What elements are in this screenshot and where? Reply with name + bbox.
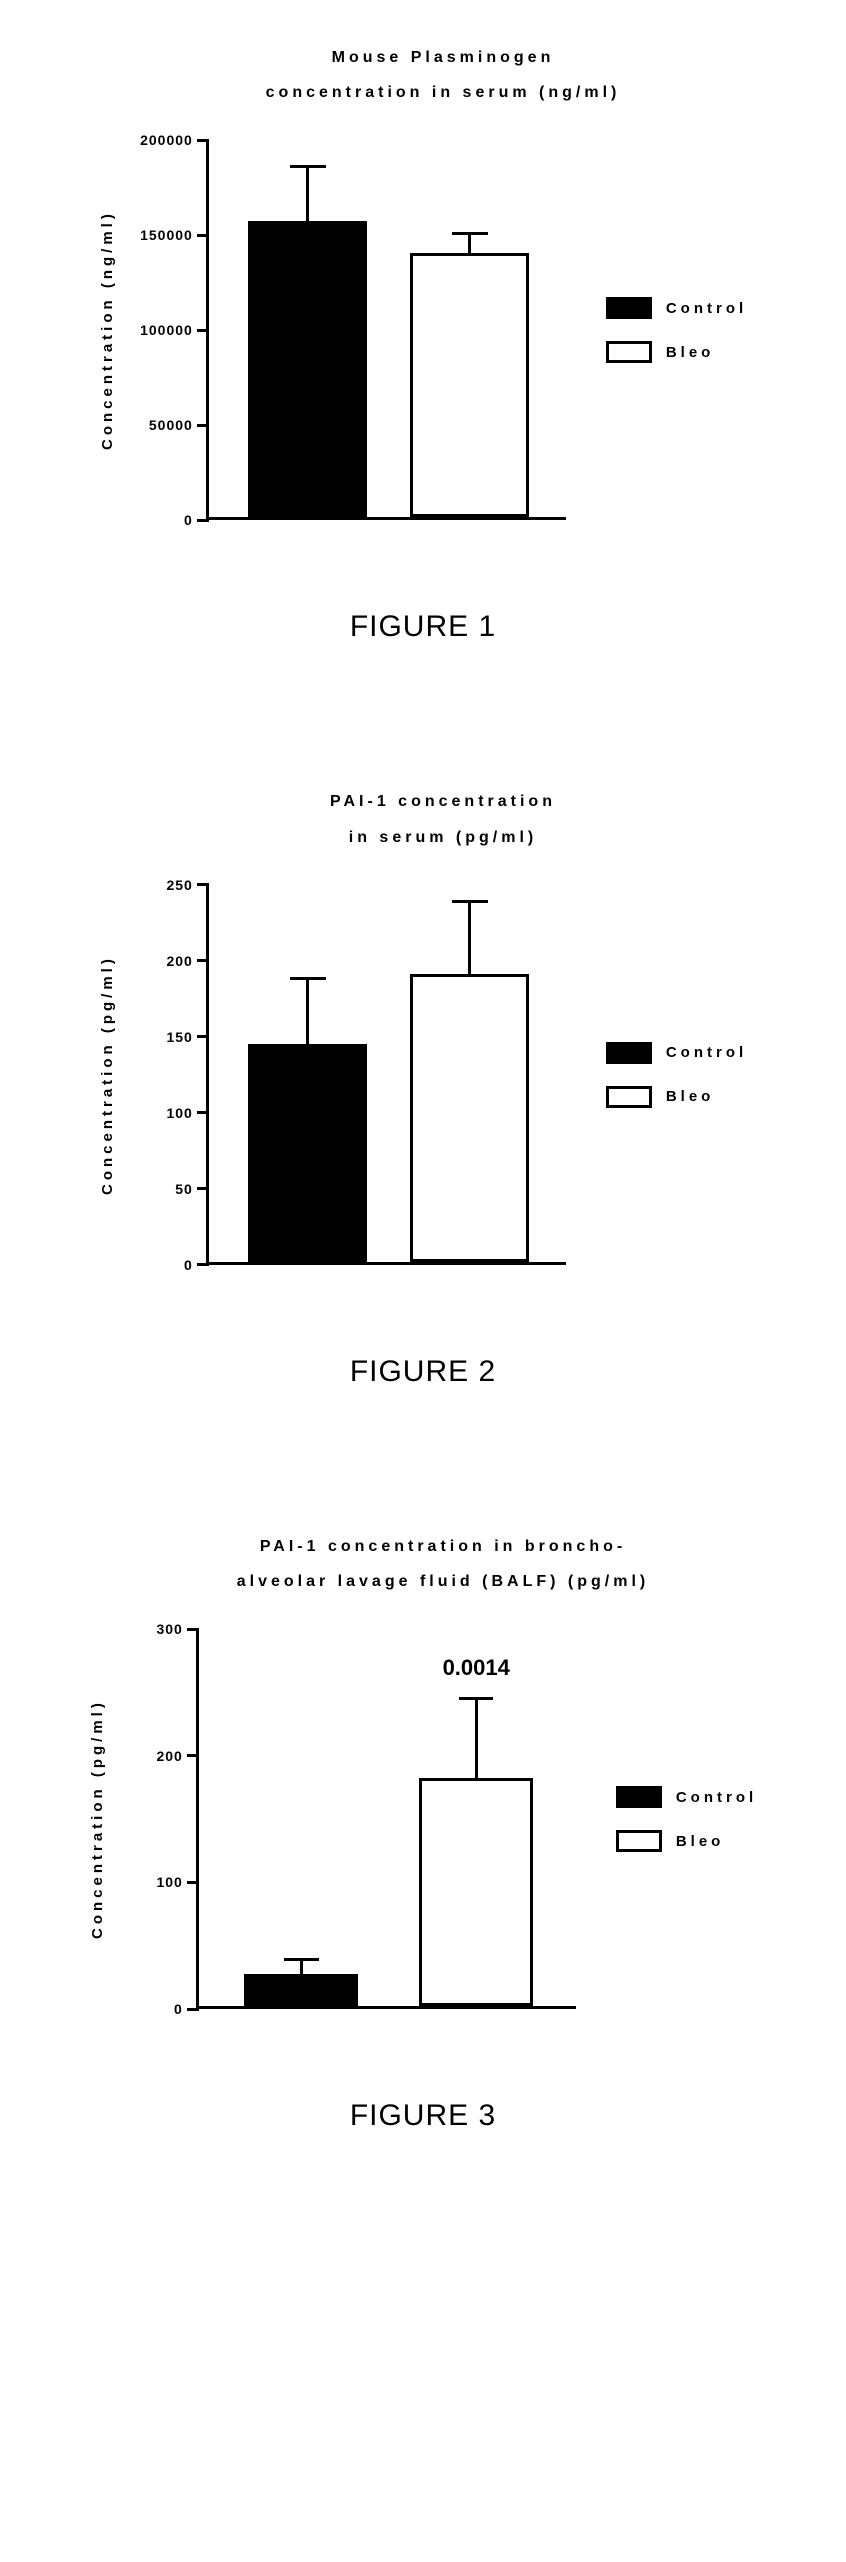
y-tick-label: 0	[184, 1257, 193, 1273]
legend-swatch	[606, 341, 652, 363]
chart-title: PAI-1 concentration in broncho- alveolar…	[20, 1529, 826, 1599]
y-tick	[187, 1628, 199, 1631]
y-tick	[197, 424, 209, 427]
y-tick	[197, 1187, 209, 1190]
error-bar	[468, 233, 471, 256]
y-tick-label: 0	[184, 512, 193, 528]
y-axis-label: Concentration (pg/ml)	[99, 885, 116, 1265]
y-tick-label: 200	[166, 953, 192, 969]
legend-swatch	[606, 1042, 652, 1064]
y-tick	[187, 2008, 199, 2011]
legend: Control Bleo	[606, 1042, 747, 1108]
y-tick-label: 100000	[140, 322, 193, 338]
error-bar-cap	[284, 1958, 318, 1961]
y-tick-label: 0	[174, 2001, 183, 2017]
legend-label: Bleo	[676, 1833, 725, 1850]
y-tick-label: 250	[166, 877, 192, 893]
bar	[248, 221, 367, 517]
error-bar	[300, 1960, 303, 1978]
chart-row: Concentration (pg/ml) 050100150200250 Cont…	[20, 885, 826, 1265]
bar	[419, 1778, 533, 2006]
legend-item: Control	[606, 297, 747, 319]
figure-block: Mouse Plasminogen concentration in serum…	[20, 40, 826, 644]
error-bar	[468, 901, 471, 977]
y-axis-label: Concentration (ng/ml)	[99, 140, 116, 520]
legend-swatch	[616, 1830, 662, 1852]
p-value-label: 0.0014	[443, 1655, 510, 1681]
legend-label: Bleo	[666, 344, 715, 361]
bar	[248, 1044, 367, 1261]
y-tick-label: 150	[166, 1029, 192, 1045]
chart-row: Concentration (ng/ml) 0500001000001500002…	[20, 140, 826, 520]
y-tick-label: 300	[156, 1621, 182, 1637]
y-tick	[197, 1263, 209, 1266]
figure-caption: FIGURE 2	[20, 1355, 826, 1389]
legend-label: Control	[666, 1044, 747, 1061]
y-tick	[197, 329, 209, 332]
y-tick-label: 150000	[140, 227, 193, 243]
bar	[244, 1974, 358, 2006]
bar-chart: 01002003000.0014	[196, 1629, 576, 2009]
y-tick	[197, 519, 209, 522]
chart-title: Mouse Plasminogen concentration in serum…	[20, 40, 826, 110]
legend: Control Bleo	[616, 1786, 757, 1852]
y-tick-label: 200000	[140, 132, 193, 148]
y-tick	[197, 234, 209, 237]
error-bar-cap	[452, 900, 488, 903]
bar	[410, 974, 529, 1261]
figure-block: PAI-1 concentration in serum (pg/ml) Conc…	[20, 784, 826, 1388]
legend-item: Bleo	[606, 341, 747, 363]
y-tick-label: 200	[156, 1748, 182, 1764]
legend: Control Bleo	[606, 297, 747, 363]
legend-label: Bleo	[666, 1088, 715, 1105]
error-bar-cap	[459, 1697, 493, 1700]
y-tick	[187, 1754, 199, 1757]
bar-chart: 050100150200250	[206, 885, 566, 1265]
error-bar-cap	[290, 165, 326, 168]
error-bar-cap	[452, 232, 488, 235]
y-tick	[197, 139, 209, 142]
bar	[410, 253, 529, 517]
y-tick	[197, 1035, 209, 1038]
y-tick	[187, 1881, 199, 1884]
figure-block: PAI-1 concentration in broncho- alveolar…	[20, 1529, 826, 2133]
figure-caption: FIGURE 3	[20, 2099, 826, 2133]
legend-item: Bleo	[606, 1086, 747, 1108]
error-bar	[306, 167, 309, 224]
legend-item: Bleo	[616, 1830, 757, 1852]
y-tick	[197, 883, 209, 886]
legend-label: Control	[676, 1789, 757, 1806]
y-tick-label: 100	[156, 1874, 182, 1890]
y-axis-label: Concentration (pg/ml)	[89, 1629, 106, 2009]
y-tick-label: 100	[166, 1105, 192, 1121]
legend-item: Control	[616, 1786, 757, 1808]
chart-title: PAI-1 concentration in serum (pg/ml)	[20, 784, 826, 854]
chart-row: Concentration (pg/ml) 01002003000.0014 Con…	[20, 1629, 826, 2009]
error-bar-cap	[290, 977, 326, 980]
figure-caption: FIGURE 1	[20, 610, 826, 644]
y-tick-label: 50000	[149, 417, 193, 433]
legend-swatch	[606, 1086, 652, 1108]
legend-swatch	[616, 1786, 662, 1808]
error-bar	[306, 979, 309, 1047]
bar-chart: 050000100000150000200000	[206, 140, 566, 520]
error-bar	[475, 1699, 478, 1781]
y-tick	[197, 1111, 209, 1114]
y-tick	[197, 959, 209, 962]
y-tick-label: 50	[175, 1181, 193, 1197]
legend-label: Control	[666, 300, 747, 317]
legend-swatch	[606, 297, 652, 319]
legend-item: Control	[606, 1042, 747, 1064]
